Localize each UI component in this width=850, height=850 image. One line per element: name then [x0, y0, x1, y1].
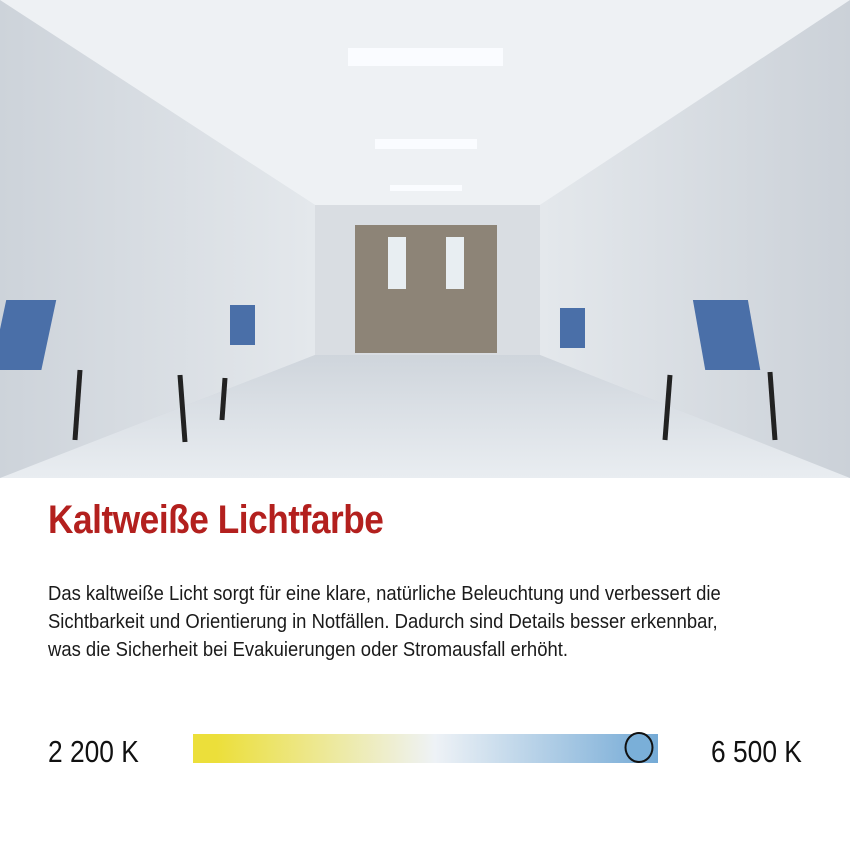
hospital-corridor-photo — [0, 0, 850, 478]
scale-max-label: 6 500 K — [711, 734, 802, 769]
color-temperature-gradient — [193, 734, 658, 763]
description-text: Das kaltweiße Licht sorgt für eine klare… — [48, 582, 721, 661]
color-temperature-marker — [624, 732, 654, 763]
scale-min-label: 2 200 K — [48, 734, 139, 769]
color-temperature-scale — [193, 732, 658, 763]
heading: Kaltweiße Lichtfarbe — [48, 498, 384, 542]
